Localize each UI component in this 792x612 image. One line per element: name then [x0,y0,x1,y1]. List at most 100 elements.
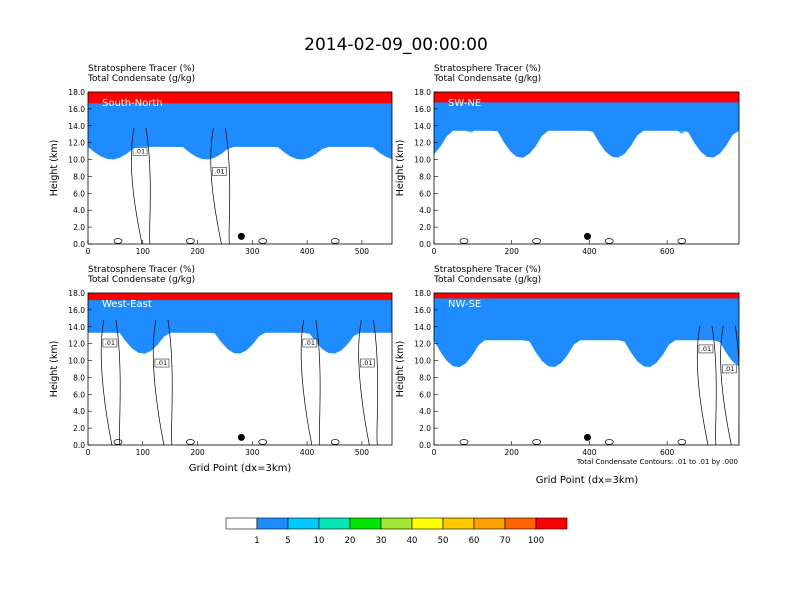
y-axis-label: Height (km) [395,341,406,398]
colorbar-label: 60 [469,536,480,546]
colorbar-swatch [380,517,413,530]
condensate-contour [300,319,321,445]
location-marker [237,232,245,240]
surface-contour [330,439,340,445]
contour-label: .01 [105,339,115,347]
plot-frame [433,292,740,446]
colorbar-label: 70 [500,536,511,546]
surface-contour [330,238,340,244]
condensate-contours: .01 .01 .01 .01 [100,319,379,445]
y-axis-label: Height (km) [49,341,60,398]
colorbar-swatch [256,517,289,530]
tracer-field: .01 .01 .01 .01 [88,293,392,445]
panel-label: South-North [102,98,163,109]
y-tick-label: 12.0 [68,139,85,148]
y-tick-label: 6.0 [419,189,431,198]
x-tick-label: 100 [136,247,151,256]
colorbar-swatch [349,517,382,530]
contour-label: .01 [701,345,711,353]
y-tick-label: 2.0 [419,424,431,433]
colorbar-swatch [535,517,568,530]
tracer-band-max [88,293,392,301]
y-tick-label: 12.0 [68,340,85,349]
surface-contour [186,439,195,445]
condensate-contour [131,128,151,244]
y-tick-label: 4.0 [73,407,85,416]
location-marker [583,232,591,240]
surface-contour [186,238,195,244]
x-tick-label: 600 [660,247,675,256]
contour-label: .01 [157,359,167,367]
x-tick-label: 200 [190,247,205,256]
y-tick-label: 12.0 [414,340,431,349]
panels: Stratosphere Tracer (%)Total Condensate … [49,64,740,486]
y-tick-label: 8.0 [419,172,431,181]
panel-label: West-East [102,299,152,310]
x-tick-label: 0 [432,448,437,457]
x-tick-label: 100 [136,448,151,457]
contour-label-box [722,364,737,374]
condensate-contour [210,128,231,244]
panel-2: Stratosphere Tracer (%)Total Condensate … [395,64,740,256]
y-tick-label: 14.0 [68,323,85,332]
y-tick-label: 16.0 [414,105,431,114]
x-tick-label: 500 [355,448,370,457]
surface-contour [604,439,614,445]
contour-label: .01 [724,365,734,373]
colorbar-label: 40 [407,536,418,546]
panel-header-condensate: Total Condensate (g/kg) [433,74,541,84]
colorbar-label: 1 [254,536,259,546]
x-axis-label: Grid Point (dx=3km) [189,463,292,474]
tracer-band [88,293,392,354]
y-tick-label: 18.0 [414,88,431,97]
plot-frame [87,91,393,245]
tracer-field: .01 .01 [434,293,739,445]
x-tick-label: 400 [300,247,315,256]
colorbar-swatch [473,517,506,530]
colorbar-label: 5 [285,536,290,546]
y-tick-label: 8.0 [419,373,431,382]
y-tick-label: 4.0 [419,206,431,215]
y-tick-label: 10.0 [414,156,431,165]
condensate-contours [459,238,687,244]
surface-contour [459,238,469,244]
plot-frame [87,292,393,446]
x-tick-label: 200 [505,247,520,256]
x-tick-label: 600 [660,448,675,457]
condensate-contour [358,319,379,445]
contour-label-box [132,147,148,156]
y-tick-label: 16.0 [68,105,85,114]
y-axis-label: Height (km) [395,140,406,197]
panel-1: Stratosphere Tracer (%)Total Condensate … [49,64,393,256]
panel-header-condensate: Total Condensate (g/kg) [433,275,541,285]
x-tick-label: 300 [245,247,260,256]
tracer-field [434,92,739,244]
colorbar-swatch [318,517,351,530]
tracer-band [434,293,739,368]
figure-title: 2014-02-09_00:00:00 [304,35,488,55]
tracer-band-max [88,92,392,104]
contour-label: .01 [305,339,315,347]
contour-note: Total Condensate Contours: .01 to .01 by… [576,458,738,466]
panel-header-condensate: Total Condensate (g/kg) [87,275,195,285]
y-tick-label: 16.0 [68,306,85,315]
condensate-contours: .01 .01 [113,128,340,244]
x-tick-label: 0 [86,247,91,256]
surface-contour [677,439,687,445]
y-tick-label: 6.0 [73,390,85,399]
x-tick-label: 200 [190,448,205,457]
x-tick-label: 400 [582,448,597,457]
y-tick-label: 0.0 [73,441,85,450]
x-tick-label: 400 [582,247,597,256]
colorbar-swatch [225,517,258,530]
condensate-contour [696,325,717,445]
colorbar-label: 20 [345,536,356,546]
surface-contour [677,238,687,244]
surface-contour [258,439,268,445]
surface-contour [459,439,469,445]
x-tick-label: 500 [355,247,370,256]
y-tick-label: 4.0 [419,407,431,416]
colorbar-label: 50 [438,536,449,546]
y-tick-label: 18.0 [68,88,85,97]
